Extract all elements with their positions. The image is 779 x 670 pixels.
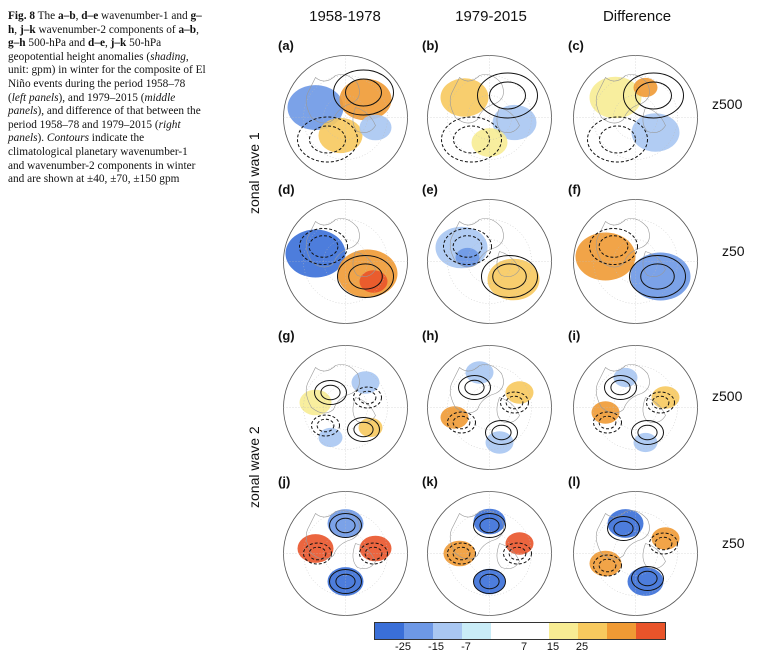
colorbar-swatch <box>404 623 433 639</box>
panel-label: (e) <box>422 182 438 197</box>
colorbar-swatch <box>462 623 491 639</box>
panel-label: (g) <box>278 328 295 343</box>
polar-map <box>422 340 557 475</box>
colorbar-swatch <box>549 623 578 639</box>
colorbar-swatch <box>433 623 462 639</box>
polar-map <box>568 486 703 621</box>
colorbar-swatch <box>491 623 520 639</box>
colorbar-tick-label: 25 <box>575 641 589 653</box>
polar-map <box>422 194 557 329</box>
colorbar-swatch <box>578 623 607 639</box>
group-label-zonal-wave-2: zonal wave 2 <box>246 426 262 508</box>
colorbar-tick-label: 7 <box>520 641 528 653</box>
row-label-z50-wave1: z50 <box>722 243 745 259</box>
colorbar-swatch <box>520 623 549 639</box>
polar-map <box>568 340 703 475</box>
colorbar <box>374 622 666 640</box>
colorbar-swatch <box>375 623 404 639</box>
panel-label: (j) <box>278 474 291 489</box>
colorbar-tick-label: -15 <box>428 641 444 653</box>
caption-text: The a–b, d–e wavenumber-1 and g–h, j–k w… <box>8 10 206 186</box>
group-label-zonal-wave-1: zonal wave 1 <box>246 132 262 214</box>
panel-label: (c) <box>568 38 584 53</box>
colorbar-tick-label: -7 <box>461 641 471 653</box>
figure-caption: Fig. 8 The a–b, d–e wavenumber-1 and g–h… <box>8 10 206 187</box>
polar-map <box>422 50 557 185</box>
panel-label: (h) <box>422 328 439 343</box>
panel-label: (k) <box>422 474 438 489</box>
panel-label: (a) <box>278 38 294 53</box>
colorbar-tick-label: 15 <box>546 641 560 653</box>
colorbar-swatch <box>607 623 636 639</box>
column-title-difference: Difference <box>602 8 672 25</box>
figure-number: Fig. 8 <box>8 10 35 22</box>
polar-map <box>278 194 413 329</box>
colorbar-swatch <box>636 623 665 639</box>
row-label-z500-wave2: z500 <box>712 388 743 404</box>
row-label-z500-wave1: z500 <box>712 96 743 112</box>
panel-label: (d) <box>278 182 295 197</box>
panel-label: (f) <box>568 182 581 197</box>
polar-map <box>568 194 703 329</box>
polar-map <box>568 50 703 185</box>
polar-map <box>278 486 413 621</box>
panel-label: (i) <box>568 328 581 343</box>
panel-label: (b) <box>422 38 439 53</box>
column-title-1958-1978: 1958-1978 <box>309 8 381 25</box>
column-title-1979-2015: 1979-2015 <box>455 8 527 25</box>
panel-label: (l) <box>568 474 581 489</box>
polar-map <box>278 50 413 185</box>
polar-map <box>278 340 413 475</box>
row-label-z50-wave2: z50 <box>722 535 745 551</box>
polar-map <box>422 486 557 621</box>
colorbar-tick-label: -25 <box>395 641 411 653</box>
